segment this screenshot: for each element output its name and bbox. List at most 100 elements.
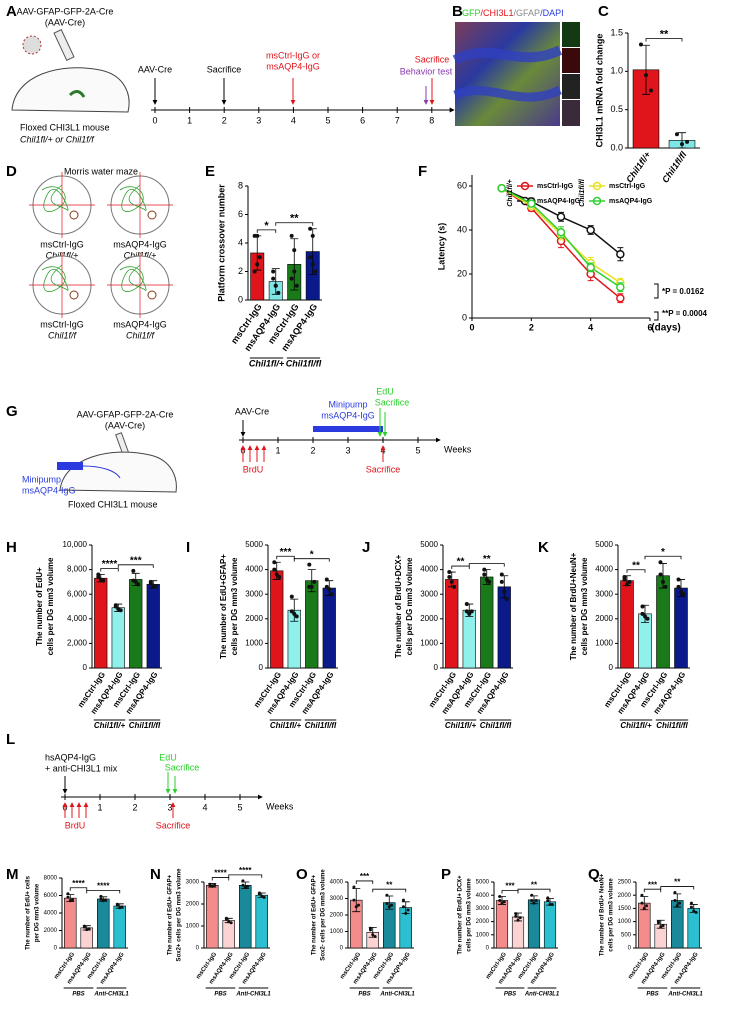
y-tick-label: 4000: [420, 565, 438, 574]
data-point: [643, 614, 647, 619]
timeline-tick-label: 2: [132, 802, 137, 812]
data-point: [640, 611, 645, 616]
y-axis-label: cells per DG mm3 volume: [230, 557, 239, 655]
event: msAQP4-IgG: [266, 61, 320, 71]
sig-label: ****: [72, 879, 85, 888]
data-point: [271, 276, 276, 281]
data-point: [532, 901, 536, 905]
legend-label: msCtrl-IgG: [609, 183, 646, 190]
timeline-tick-label: 4: [291, 115, 296, 125]
data-point: [658, 572, 663, 577]
y-axis-label: The number of EdU+: [35, 567, 44, 646]
data-point: [229, 921, 233, 925]
y-tick-label: 3000: [595, 589, 613, 598]
data-point: [213, 883, 217, 887]
map-treatment: msCtrl-IgG: [40, 319, 84, 329]
sig-bracket: [372, 888, 407, 893]
y-tick-label: 1.0: [610, 66, 623, 76]
data-point: [120, 905, 124, 909]
sig-label: **: [674, 878, 681, 887]
marker: [616, 282, 625, 292]
minipump-bar: [313, 426, 383, 432]
marker: [616, 293, 625, 303]
data-point: [66, 895, 70, 899]
sig-bracket: [626, 569, 646, 573]
y-tick-label: 1000: [245, 639, 263, 648]
bar: [322, 587, 336, 669]
data-point: [148, 579, 153, 584]
data-point: [243, 886, 247, 889]
data-point: [307, 562, 312, 567]
sig-bracket: [293, 558, 330, 562]
vector-short: (AAV-Cre): [45, 17, 85, 27]
group-label: PBS: [646, 992, 658, 998]
data-point: [373, 934, 377, 938]
data-point: [673, 898, 677, 902]
sig-label: *: [661, 547, 665, 558]
data-point: [96, 574, 101, 579]
sig-label: ****: [102, 559, 118, 570]
y-tick-label: 8: [238, 180, 243, 190]
data-point: [289, 276, 294, 281]
sig-label: **: [386, 880, 393, 889]
y-tick-label: 0: [54, 946, 58, 952]
data-point: [499, 572, 504, 577]
data-point: [255, 262, 260, 267]
data-point: [484, 577, 489, 582]
stat-annotation: **P = 0.0004: [662, 309, 708, 318]
y-tick-label: 2000: [330, 913, 344, 919]
y-tick-label: 60: [457, 180, 467, 190]
data-point: [447, 570, 452, 575]
y-axis-label: CHI3L1 mRNA fold change: [594, 34, 604, 148]
data-point: [329, 592, 334, 597]
data-point: [308, 255, 313, 260]
y-tick-label: 3000: [186, 880, 200, 886]
bar: [305, 580, 319, 669]
platform: [69, 210, 79, 220]
data-point: [640, 604, 645, 609]
y-tick-label: 0: [462, 312, 467, 322]
marker: [616, 249, 625, 259]
y-tick-label: 8000: [44, 876, 58, 882]
bar: [146, 584, 160, 669]
y-axis-label: cells per DG mm3 volume: [580, 557, 589, 655]
y-axis-label: The number of EdU+ GFAP+: [168, 874, 174, 955]
x-tick-label: 0: [469, 322, 474, 332]
catheter: [82, 465, 121, 479]
brdu-arrows: [240, 445, 386, 462]
data-point: [518, 916, 522, 920]
dentate-gyrus: [453, 85, 563, 102]
y-tick-label: 3000: [420, 589, 438, 598]
bar: [671, 900, 684, 949]
data-point: [307, 584, 312, 589]
y-tick-label: 1.5: [610, 27, 623, 37]
data-point: [642, 906, 646, 910]
swim-path: [41, 184, 69, 212]
y-tick-label: 0: [83, 663, 88, 672]
stain: /CHI3L1: [481, 8, 514, 18]
timeline-tick-label: 3: [256, 115, 261, 125]
data-point: [101, 899, 105, 903]
data-point: [464, 602, 469, 607]
y-tick-label: 5000: [476, 880, 490, 886]
group-label: PBS: [214, 992, 226, 998]
sig-label: ****: [97, 881, 110, 890]
stain: GFP: [462, 8, 481, 18]
group-label: PBS: [72, 992, 84, 998]
swim-path: [119, 264, 147, 292]
stain-label: GFP/CHI3L1/GFAP/DAPI: [462, 8, 564, 18]
vector: AAV-GFAP-GFP-2A-Cre: [77, 409, 174, 419]
data-point: [499, 579, 504, 584]
data-point: [681, 592, 686, 597]
sig-label: **: [457, 557, 465, 568]
panel-a: AAV-GFAP-GFP-2A-Cre (AAV-Cre) Floxed CHI…: [11, 6, 486, 144]
data-point: [292, 269, 297, 274]
pump-label: Minipump: [22, 474, 61, 484]
stat-annotation: *P = 0.0162: [662, 287, 704, 296]
bar: [620, 580, 634, 669]
sig-label: **: [660, 28, 669, 40]
data-point: [689, 901, 693, 905]
pump-drug: msAQP4-IgG: [22, 485, 76, 495]
data-point: [99, 897, 103, 901]
data-point: [257, 892, 261, 896]
